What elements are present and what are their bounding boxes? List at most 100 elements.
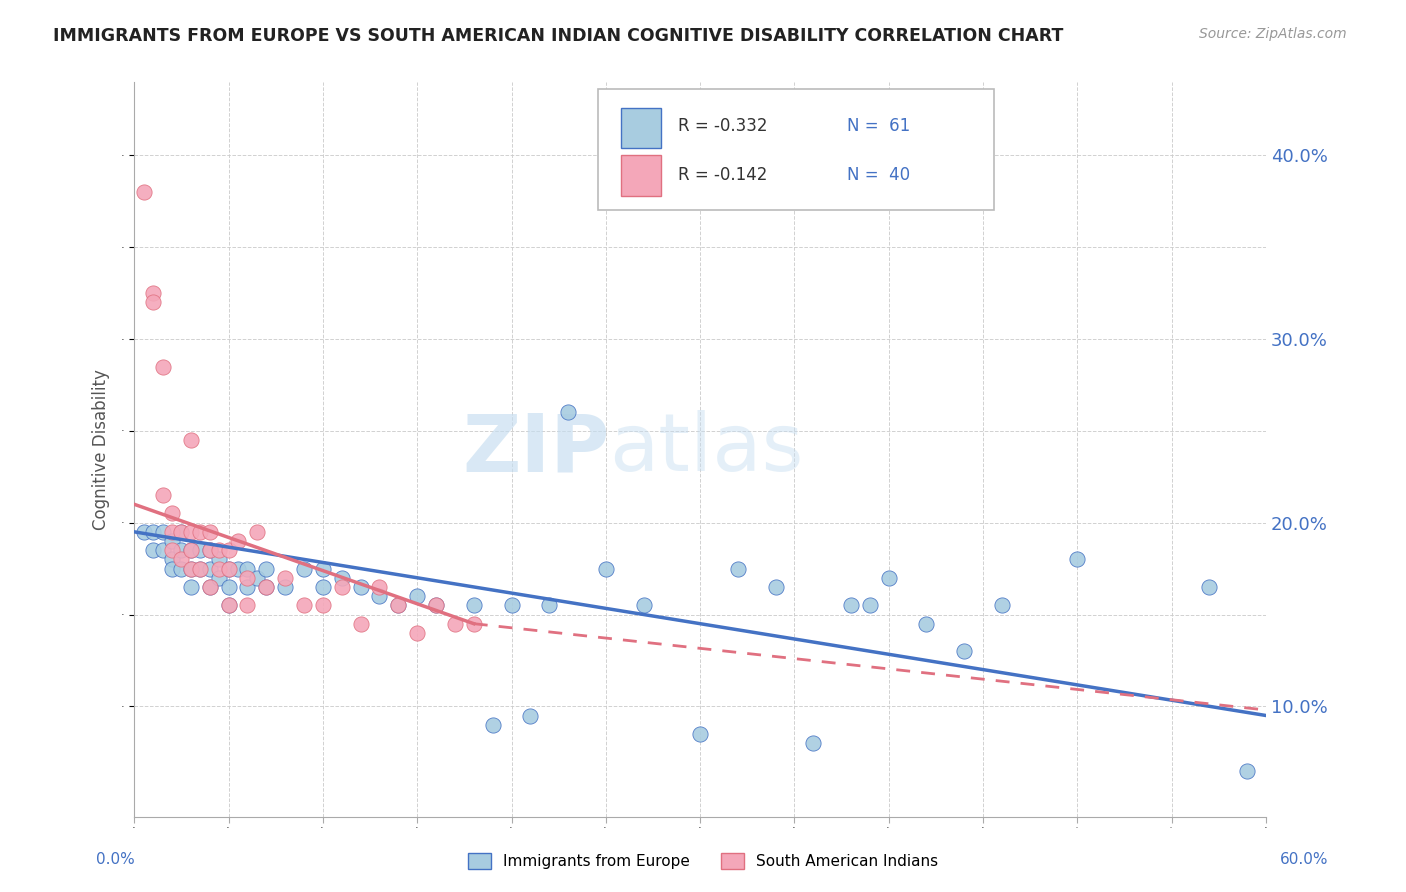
Point — [425, 599, 447, 613]
Point — [519, 708, 541, 723]
Point — [180, 433, 202, 447]
Text: 0.0%: 0.0% — [96, 852, 135, 867]
Point — [444, 616, 467, 631]
Point — [915, 616, 938, 631]
Point — [991, 599, 1014, 613]
Y-axis label: Cognitive Disability: Cognitive Disability — [93, 368, 110, 530]
Point — [292, 561, 315, 575]
Point — [727, 561, 749, 575]
Point — [689, 727, 711, 741]
Point — [1066, 552, 1088, 566]
Point — [226, 561, 249, 575]
Point — [801, 736, 824, 750]
Point — [198, 543, 221, 558]
Point — [132, 185, 155, 199]
Point — [254, 580, 277, 594]
Text: R = -0.332: R = -0.332 — [678, 117, 768, 135]
Point — [142, 286, 165, 301]
Point — [349, 580, 371, 594]
Point — [292, 599, 315, 613]
Point — [170, 552, 193, 566]
Point — [218, 543, 240, 558]
Point — [142, 295, 165, 310]
Text: R = -0.142: R = -0.142 — [678, 166, 766, 184]
Point — [180, 561, 202, 575]
Text: atlas: atlas — [610, 410, 804, 488]
Point — [180, 561, 202, 575]
Point — [208, 571, 231, 585]
Point — [208, 543, 231, 558]
Point — [859, 599, 882, 613]
Point — [765, 580, 787, 594]
Point — [208, 561, 231, 575]
Point — [368, 580, 391, 594]
Point — [198, 580, 221, 594]
Point — [312, 580, 335, 594]
Point — [501, 599, 523, 613]
Point — [312, 599, 335, 613]
Point — [152, 543, 174, 558]
Point — [160, 534, 183, 549]
Point — [481, 717, 503, 731]
Point — [463, 599, 485, 613]
Point — [274, 571, 297, 585]
Point — [188, 561, 211, 575]
Point — [1236, 764, 1258, 778]
Bar — [621, 155, 661, 195]
Point — [160, 561, 183, 575]
Point — [198, 580, 221, 594]
Point — [218, 599, 240, 613]
Text: IMMIGRANTS FROM EUROPE VS SOUTH AMERICAN INDIAN COGNITIVE DISABILITY CORRELATION: IMMIGRANTS FROM EUROPE VS SOUTH AMERICAN… — [53, 27, 1064, 45]
Point — [152, 488, 174, 502]
Point — [218, 580, 240, 594]
Point — [254, 580, 277, 594]
Point — [312, 561, 335, 575]
Point — [557, 405, 579, 419]
Text: N =  40: N = 40 — [848, 166, 911, 184]
Point — [595, 561, 617, 575]
Text: Source: ZipAtlas.com: Source: ZipAtlas.com — [1199, 27, 1347, 41]
Point — [236, 580, 259, 594]
Point — [236, 561, 259, 575]
Point — [406, 625, 429, 640]
Point — [330, 571, 353, 585]
Point — [160, 543, 183, 558]
Point — [254, 561, 277, 575]
Point — [274, 580, 297, 594]
Point — [170, 543, 193, 558]
Text: ZIP: ZIP — [463, 410, 610, 488]
Point — [226, 534, 249, 549]
Point — [246, 571, 269, 585]
Legend: Immigrants from Europe, South American Indians: Immigrants from Europe, South American I… — [463, 847, 943, 875]
Point — [218, 561, 240, 575]
Point — [218, 599, 240, 613]
Point — [188, 543, 211, 558]
Text: N =  61: N = 61 — [848, 117, 911, 135]
Point — [633, 599, 655, 613]
Bar — [621, 108, 661, 148]
Point — [877, 571, 900, 585]
Point — [170, 524, 193, 539]
Point — [180, 580, 202, 594]
Point — [538, 599, 561, 613]
Point — [839, 599, 862, 613]
Point — [463, 616, 485, 631]
Point — [142, 543, 165, 558]
Point — [218, 561, 240, 575]
Point — [236, 599, 259, 613]
Point — [170, 561, 193, 575]
Point — [330, 580, 353, 594]
Point — [160, 507, 183, 521]
Point — [180, 543, 202, 558]
Point — [953, 644, 976, 658]
Point — [188, 561, 211, 575]
Point — [387, 599, 409, 613]
FancyBboxPatch shape — [599, 89, 994, 211]
Point — [160, 552, 183, 566]
Point — [349, 616, 371, 631]
Point — [246, 524, 269, 539]
Point — [198, 524, 221, 539]
Point — [142, 524, 165, 539]
Point — [1198, 580, 1220, 594]
Point — [160, 524, 183, 539]
